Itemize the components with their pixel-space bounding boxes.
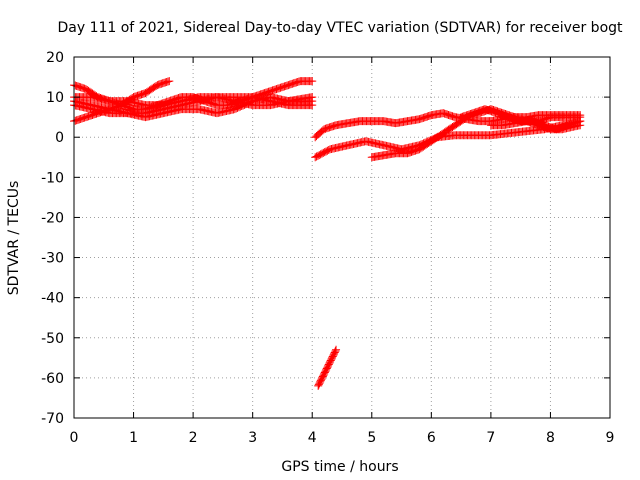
- series-track-11: [314, 345, 341, 390]
- x-tick-label: 2: [189, 430, 198, 446]
- data-point: [308, 97, 317, 106]
- x-tick-label: 6: [427, 430, 436, 446]
- series-track-9: [457, 105, 585, 134]
- y-tick-label: -20: [41, 210, 64, 226]
- chart-title: Day 111 of 2021, Sidereal Day-to-day VTE…: [57, 20, 623, 36]
- x-tick-label: 1: [129, 430, 138, 446]
- y-tick-label: -30: [41, 251, 64, 267]
- data-point: [332, 345, 341, 354]
- x-tick-label: 7: [486, 430, 495, 446]
- series-track-10: [486, 113, 585, 130]
- x-tick-label: 3: [248, 430, 257, 446]
- y-tick-label: -60: [41, 371, 64, 387]
- data-point: [576, 113, 585, 122]
- data-point: [308, 77, 317, 86]
- x-tick-label: 8: [546, 430, 555, 446]
- x-tick-label: 9: [606, 430, 615, 446]
- data-point: [165, 77, 174, 86]
- y-tick-label: 0: [55, 130, 64, 146]
- y-tick-label: -10: [41, 170, 64, 186]
- y-tick-label: -50: [41, 331, 64, 347]
- x-tick-label: 0: [70, 430, 79, 446]
- y-axis-label: SDTVAR / TECUs: [6, 181, 22, 296]
- y-tick-label: 20: [46, 50, 64, 66]
- y-tick-label: 10: [46, 90, 64, 106]
- plot-frame: [73, 56, 611, 419]
- x-axis-label: GPS time / hours: [281, 459, 398, 475]
- axes: 0 1 2 3 4 5 6 7 8 9 20 10 0 -10 -20 -30 -40 -50 -60 -70: [41, 50, 614, 446]
- data-point: [331, 347, 340, 356]
- y-tick-label: -70: [41, 411, 64, 427]
- series-track-5: [70, 93, 317, 122]
- x-tick-label: 4: [308, 430, 317, 446]
- y-tick-label: -40: [41, 291, 64, 307]
- x-tick-label: 5: [367, 430, 376, 446]
- data-layer: [70, 77, 585, 390]
